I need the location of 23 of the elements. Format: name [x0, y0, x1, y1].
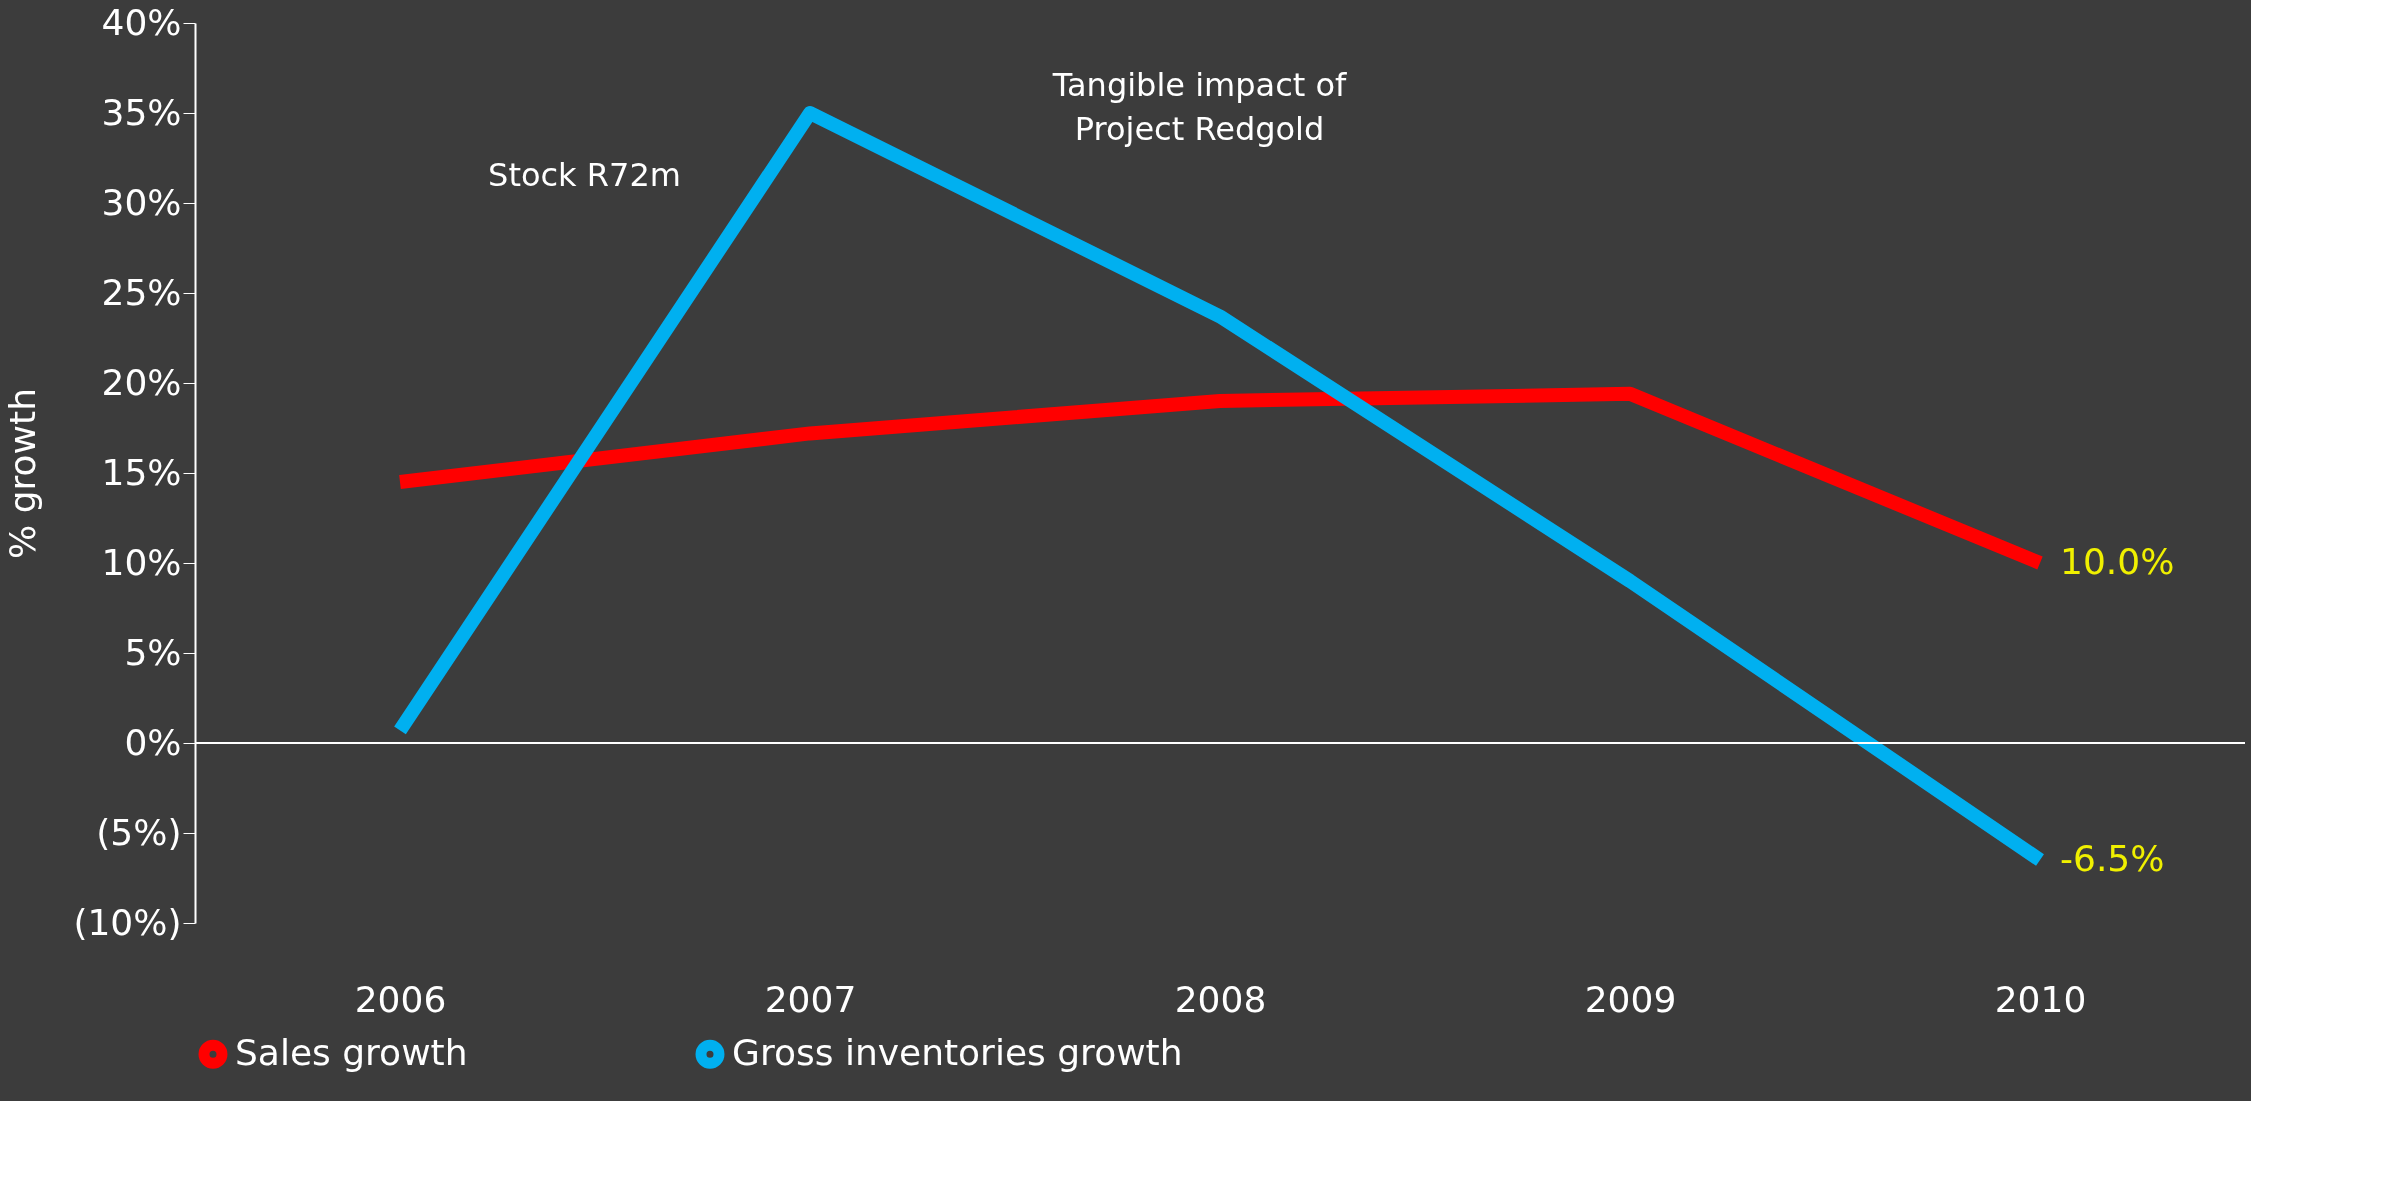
x-tick-label: 2007: [764, 978, 857, 1020]
y-tick-label: 30%: [101, 181, 182, 223]
data-label: 10.0%: [2060, 541, 2175, 582]
x-tick-label: 2010: [1994, 978, 2087, 1020]
annotation: Tangible impact of Project Redgold: [1051, 66, 1348, 148]
y-tick-label: 25%: [101, 271, 182, 313]
y-tick-label: 20%: [101, 361, 182, 403]
x-tick-label: 2008: [1174, 978, 1267, 1020]
legend-label: Sales growth: [235, 1032, 468, 1074]
y-tick-label: 40%: [101, 1, 182, 43]
y-tick-label: 10%: [101, 541, 182, 583]
annotation: Stock R72m: [488, 156, 681, 194]
x-tick-label: 2009: [1584, 978, 1677, 1020]
y-tick-label: 0%: [124, 721, 182, 763]
y-tick-label: 5%: [124, 631, 182, 673]
y-axis-title: % growth: [2, 388, 44, 559]
y-tick-label: 15%: [101, 451, 182, 493]
y-tick-label: (5%): [96, 811, 182, 853]
y-tick-label: 35%: [101, 91, 182, 133]
legend-label: Gross inventories growth: [732, 1032, 1183, 1074]
x-tick-label: 2006: [354, 978, 447, 1020]
data-label: -6.5%: [2060, 838, 2165, 879]
y-tick-label: (10%): [73, 901, 182, 943]
